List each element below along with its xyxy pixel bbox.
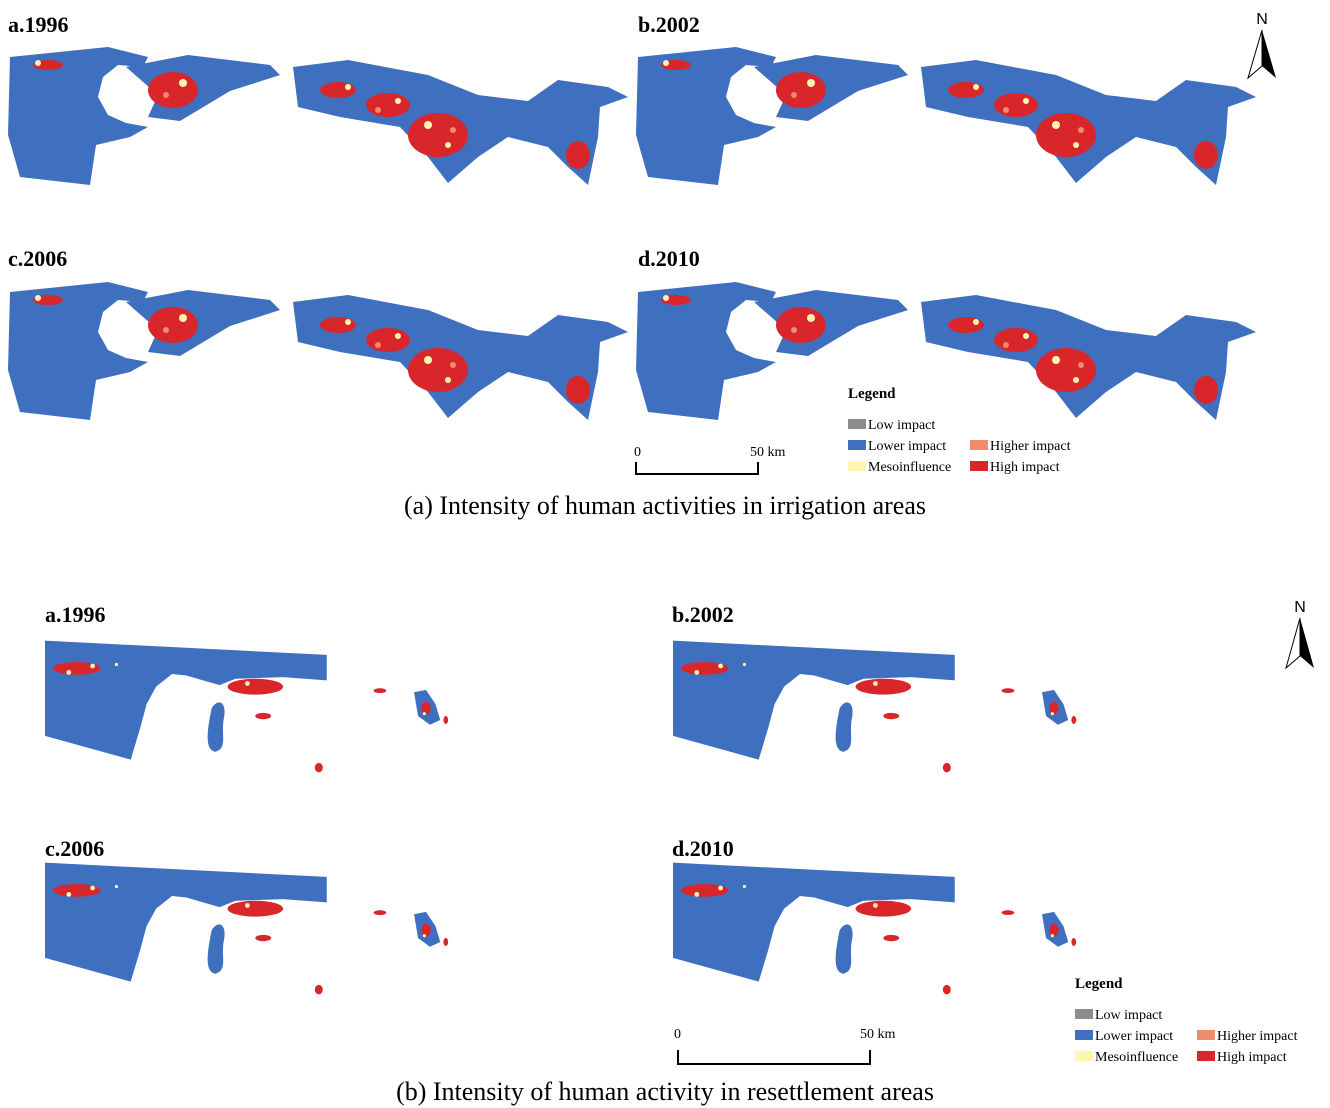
legend-swatch [848, 461, 866, 471]
north-label: N [1256, 11, 1268, 28]
north-arrow [1248, 30, 1262, 78]
map [8, 47, 628, 185]
north-arrow [1262, 30, 1276, 78]
map [636, 47, 1256, 185]
scale-label: 0 [674, 1027, 681, 1042]
legend-swatch [1075, 1030, 1093, 1040]
caption: (b) Intensity of human activity in reset… [396, 1077, 934, 1106]
scale-bar [636, 462, 758, 474]
legend-swatch [970, 440, 988, 450]
legend-title: Legend [848, 386, 896, 402]
scale-label: 50 km [860, 1027, 896, 1042]
legend-label: Low impact [1095, 1008, 1162, 1023]
legend-label: Mesoinfluence [1095, 1050, 1178, 1065]
legend-swatch [970, 461, 988, 471]
map-label: d.2010 [638, 246, 700, 271]
legend-label: Mesoinfluence [868, 460, 951, 475]
map-label: d.2010 [672, 836, 734, 861]
map [45, 641, 448, 773]
map-label: c.2006 [8, 246, 67, 271]
map-label: a.1996 [8, 12, 69, 37]
scale-label: 50 km [750, 445, 786, 460]
scale-bar [678, 1050, 870, 1064]
legend-label: Higher impact [990, 439, 1071, 454]
map [8, 282, 628, 420]
map [45, 863, 448, 995]
caption: (a) Intensity of human activities in irr… [404, 491, 926, 520]
legend-swatch [1197, 1030, 1215, 1040]
legend-swatch [848, 440, 866, 450]
legend-label: Higher impact [1217, 1029, 1298, 1044]
map-label: b.2002 [672, 602, 734, 627]
legend-swatch [1197, 1051, 1215, 1061]
legend-label: Low impact [868, 418, 935, 433]
map [673, 863, 1076, 995]
legend-swatch [1075, 1051, 1093, 1061]
map-label: c.2006 [45, 836, 104, 861]
legend-title: Legend [1075, 976, 1123, 992]
legend-label: Lower impact [868, 439, 946, 454]
legend-label: High impact [1217, 1050, 1287, 1065]
legend-label: High impact [990, 460, 1060, 475]
figure: a.1996 b.2002 c.2006 d.2010 N 0 50 km Le… [0, 0, 1330, 1108]
map [636, 282, 1256, 420]
north-arrow [1286, 618, 1300, 668]
map-label: a.1996 [45, 602, 106, 627]
map-label: b.2002 [638, 12, 700, 37]
legend-swatch [848, 419, 866, 429]
legend-swatch [1075, 1009, 1093, 1019]
scale-label: 0 [634, 445, 641, 460]
map [673, 641, 1076, 773]
north-label: N [1294, 599, 1306, 616]
north-arrow [1300, 618, 1314, 668]
legend-label: Lower impact [1095, 1029, 1173, 1044]
